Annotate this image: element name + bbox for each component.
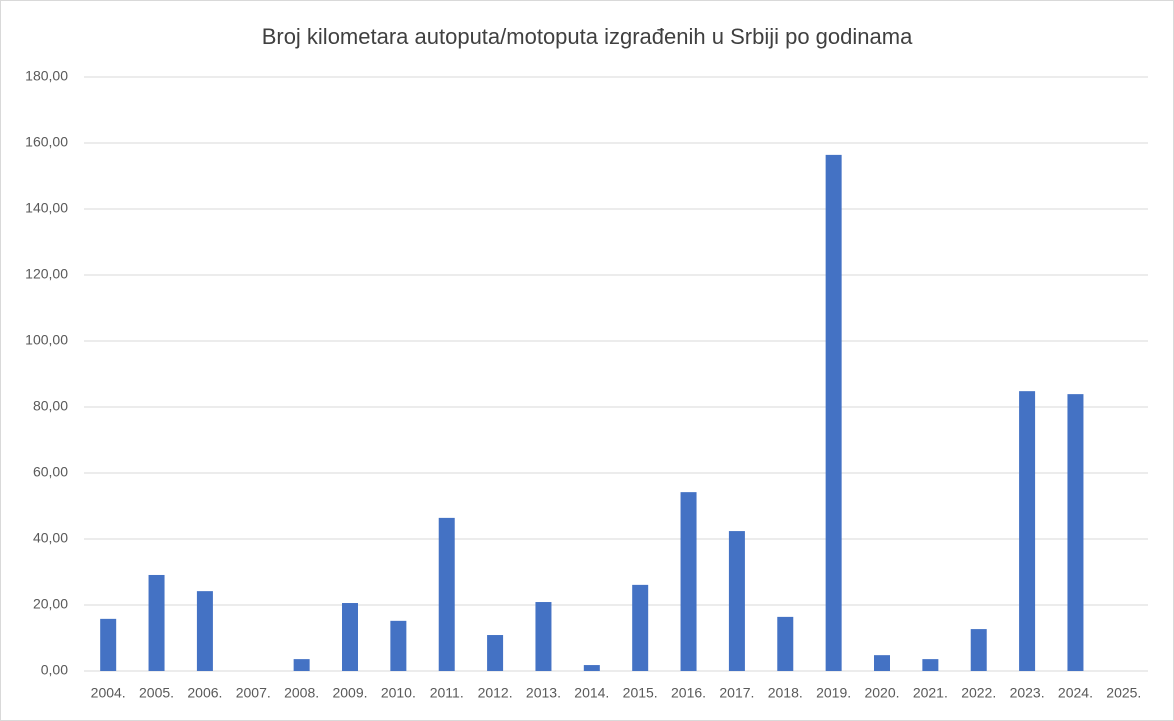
x-tick-label: 2006.: [187, 685, 222, 701]
x-tick-label: 2021.: [913, 685, 948, 701]
bar: [438, 517, 455, 671]
bar: [196, 591, 213, 671]
bar: [487, 635, 504, 671]
bar: [1019, 391, 1036, 671]
x-tick-label: 2007.: [236, 685, 271, 701]
x-tick-label: 2020.: [864, 685, 899, 701]
bar: [342, 603, 358, 671]
x-tick-label: 2016.: [671, 685, 706, 701]
y-tick-label: 100,00: [25, 332, 68, 348]
x-tick-label: 2008.: [284, 685, 319, 701]
chart-title: Broj kilometara autoputa/motoputa izgrađ…: [262, 24, 913, 49]
bar: [632, 584, 649, 671]
x-tick-label: 2018.: [768, 685, 803, 701]
y-tick-label: 180,00: [25, 68, 68, 84]
x-tick-label: 2017.: [719, 685, 754, 701]
y-tick-label: 40,00: [33, 530, 68, 546]
y-tick-label: 60,00: [33, 464, 68, 480]
y-tick-label: 20,00: [33, 596, 68, 612]
bar: [535, 602, 552, 671]
bar: [100, 618, 117, 671]
bar: [728, 531, 745, 671]
y-tick-label: 120,00: [25, 266, 68, 282]
x-tick-label: 2009.: [332, 685, 367, 701]
x-tick-label: 2023.: [1010, 685, 1045, 701]
x-tick-label: 2005.: [139, 685, 174, 701]
y-tick-label: 160,00: [25, 134, 68, 150]
x-tick-label: 2025.: [1106, 685, 1141, 701]
x-tick-label: 2013.: [526, 685, 561, 701]
bar: [680, 492, 697, 671]
x-tick-label: 2024.: [1058, 685, 1093, 701]
x-tick-label: 2011.: [430, 685, 464, 701]
bar: [825, 154, 842, 671]
x-tick-label: 2019.: [816, 685, 851, 701]
bar: [148, 574, 165, 671]
bar: [1067, 394, 1084, 671]
bar: [970, 629, 987, 671]
y-tick-label: 140,00: [25, 200, 68, 216]
bar: [293, 659, 310, 671]
x-tick-label: 2015.: [623, 685, 658, 701]
bar: [777, 616, 794, 671]
x-tick-label: 2022.: [961, 685, 996, 701]
x-tick-label: 2012.: [478, 685, 513, 701]
y-tick-label: 80,00: [33, 398, 68, 414]
x-tick-label: 2010.: [381, 685, 416, 701]
bar: [874, 655, 890, 671]
bar: [390, 620, 407, 671]
bar: [583, 665, 600, 671]
y-tick-label: 0,00: [41, 662, 68, 678]
x-tick-label: 2014.: [574, 685, 609, 701]
bar: [922, 659, 939, 671]
x-tick-label: 2004.: [91, 685, 126, 701]
